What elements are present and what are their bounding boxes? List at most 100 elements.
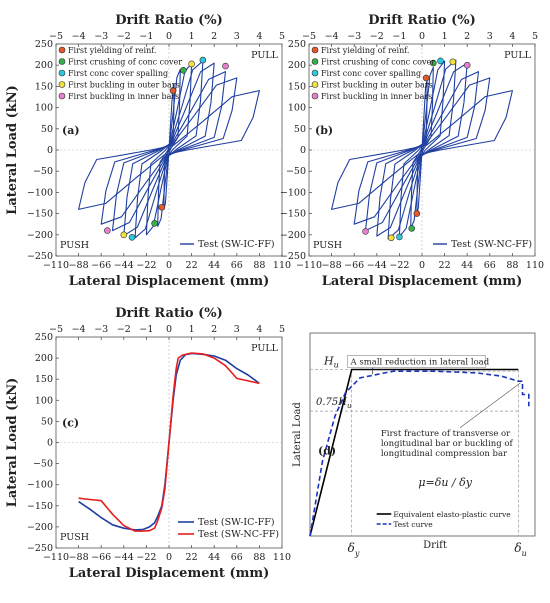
x-tick-label: 88 [506, 260, 518, 271]
y-tick-label: 150 [288, 81, 306, 92]
top-tick-label: −5 [302, 31, 316, 42]
x-tick-label: −110 [296, 260, 322, 271]
damage-marker [199, 56, 207, 64]
y-tick-label: −50 [286, 166, 306, 177]
x-tick-label: 110 [273, 552, 291, 563]
damage-marker [362, 228, 369, 235]
y-tick-label: −200 [27, 522, 53, 533]
damage-marker [429, 59, 437, 67]
panel-a: −110 −88 −66 −44 −22 0 22 44 66 88 110 −5 −4 −3 −2 −1 0 1… [5, 13, 291, 289]
schematic-curve [309, 368, 519, 537]
top-tick-label: −5 [49, 324, 63, 335]
hysteresis-loop [134, 60, 204, 239]
y-tick-label: 0 [47, 145, 53, 156]
damage-marker [151, 220, 158, 227]
y-tick-label: −150 [280, 209, 306, 220]
x-tick-label: 110 [273, 260, 291, 271]
hysteresis-loop [331, 90, 513, 210]
top-tick-label: 0 [166, 324, 172, 335]
y-tick-label: 250 [288, 39, 306, 50]
x-tick-label: −66 [91, 260, 111, 271]
damage-marker [158, 203, 166, 211]
top-tick-label: −5 [49, 31, 63, 42]
top-tick-label: −2 [117, 31, 131, 42]
series-legend-label: Test (SW-IC-FF) [198, 517, 275, 528]
x-tick-label: −22 [136, 552, 156, 563]
y-tick-label: −250 [280, 251, 306, 262]
legend-marker [311, 58, 319, 65]
fracture-label-2: longitudinal bar or buckling of [381, 439, 514, 449]
x-tick-label: 110 [526, 260, 544, 271]
panel-label: (b) [315, 124, 333, 137]
y-tick-label: 150 [35, 81, 53, 92]
y-tick-label: 250 [35, 332, 53, 343]
top-axis-title: Drift Ratio (%) [368, 13, 476, 28]
fracture-label-1: First fracture of transverse or [381, 429, 511, 439]
push-label: PUSH [313, 240, 342, 251]
legend-marker [58, 92, 66, 100]
y-tick-label: 0 [300, 145, 306, 156]
damage-marker [120, 231, 128, 239]
x-tick-label: −66 [344, 260, 364, 271]
x-tick-label: −44 [114, 552, 134, 563]
du-label: δu [514, 541, 526, 558]
panel-d: Hu 0.75Hu A small reduction in lateral loa… [292, 332, 536, 558]
y-tick-label: 100 [35, 103, 53, 114]
series-legend-label: Test (SW-IC-FF) [198, 239, 275, 250]
x-tick-label: 66 [484, 260, 496, 271]
schematic-curve [309, 370, 530, 537]
hysteresis-loop [353, 77, 491, 225]
top-tick-label: 5 [532, 31, 538, 42]
top-tick-label: −3 [94, 31, 108, 42]
hysteresis-loop [387, 59, 457, 240]
damage-marker [422, 74, 430, 82]
x-tick-label: 44 [208, 552, 220, 563]
y-tick-label: 150 [35, 374, 53, 385]
top-tick-label: −2 [117, 324, 131, 335]
y-tick-label: −150 [27, 501, 53, 512]
h75-label: 0.75Hu [316, 397, 352, 410]
legend-label: First conc cover spalling [321, 69, 421, 78]
series-legend-label: Test (SW-NC-FF) [198, 529, 279, 540]
y-tick-label: −200 [27, 230, 53, 241]
y-tick-label: 100 [35, 395, 53, 406]
x-tick-label: 22 [186, 260, 198, 271]
x-tick-label: 22 [186, 552, 198, 563]
top-tick-label: 3 [487, 31, 493, 42]
plot-frame [309, 332, 536, 537]
y-tick-label: −250 [27, 543, 53, 554]
hysteresis-loop [145, 62, 193, 236]
legend-label: First buckling in inner bars [68, 92, 179, 101]
damage-marker [408, 225, 416, 232]
damage-marker [169, 87, 177, 94]
top-tick-label: −3 [347, 31, 361, 42]
hysteresis-loop [364, 71, 480, 232]
legend-label: First conc cover spalling [68, 69, 168, 78]
legend-label: Test curve [393, 520, 433, 529]
legend-marker [58, 58, 66, 65]
legend-marker [58, 69, 66, 77]
top-tick-label: −1 [139, 324, 153, 335]
legend-marker [311, 81, 319, 88]
push-label: PUSH [60, 240, 89, 251]
x-tick-label: −88 [69, 552, 89, 563]
top-tick-label: 3 [234, 324, 240, 335]
x-tick-label: −110 [43, 552, 69, 563]
x-axis-title: Lateral Displacement (mm) [69, 566, 270, 581]
x-tick-label: 0 [166, 552, 172, 563]
legend-marker [311, 46, 319, 54]
x-tick-label: −22 [389, 260, 409, 271]
x-tick-label: 44 [208, 260, 220, 271]
top-tick-label: 1 [189, 31, 195, 42]
x-tick-label: 0 [419, 260, 425, 271]
x-axis-title: Drift [423, 540, 447, 551]
legend-label: First yielding of reinf. [321, 46, 409, 55]
top-axis-title: Drift Ratio (%) [115, 306, 223, 321]
damage-marker [463, 61, 471, 69]
legend-marker [311, 92, 319, 100]
y-tick-label: 200 [35, 60, 53, 71]
x-tick-label: −66 [91, 552, 111, 563]
du-subscript: u [522, 549, 527, 558]
y-tick-label: 200 [288, 60, 306, 71]
top-tick-label: −4 [72, 31, 86, 42]
